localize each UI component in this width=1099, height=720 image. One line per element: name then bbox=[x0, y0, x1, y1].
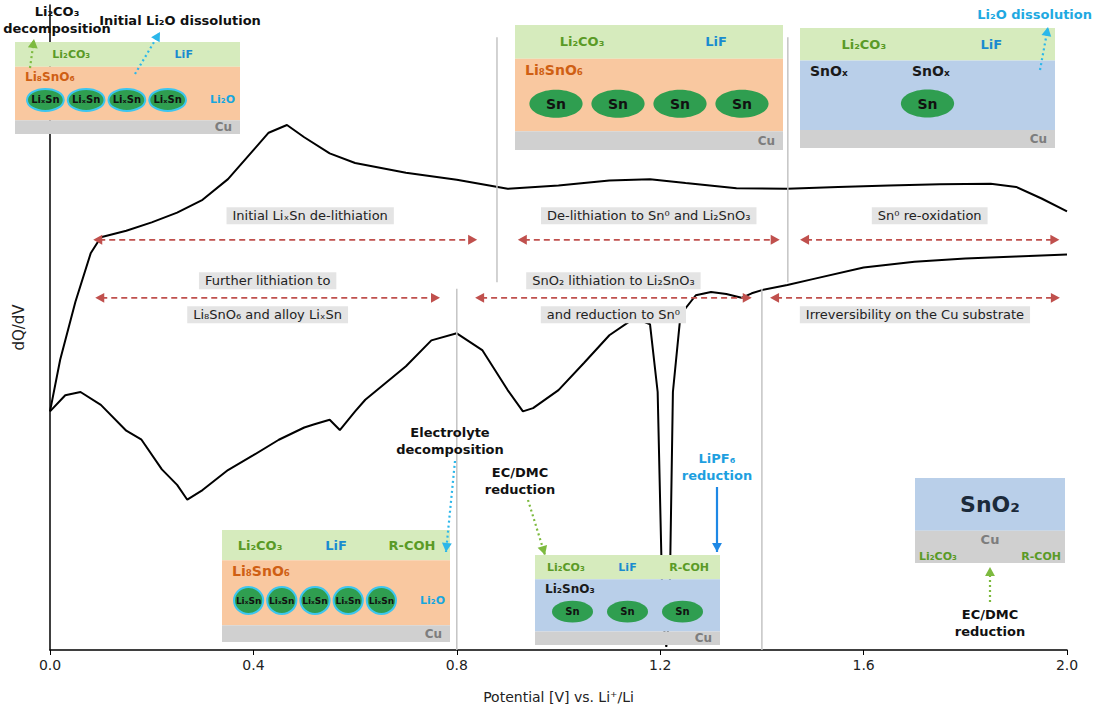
svg-text:Sn: Sn bbox=[620, 606, 634, 617]
svg-text:SnOₓ: SnOₓ bbox=[810, 63, 848, 79]
svg-text:dQ/dV: dQ/dV bbox=[10, 304, 28, 351]
svg-text:EC/DMC: EC/DMC bbox=[492, 465, 548, 480]
svg-text:Li₂CO₃: Li₂CO₃ bbox=[238, 538, 283, 553]
svg-text:Li₂CO₃: Li₂CO₃ bbox=[52, 48, 90, 61]
svg-text:Electrolyte: Electrolyte bbox=[410, 425, 490, 440]
svg-text:Further lithiation to: Further lithiation to bbox=[205, 273, 330, 288]
svg-text:and reduction to Sn⁰: and reduction to Sn⁰ bbox=[547, 307, 680, 322]
svg-text:Li₂CO₃: Li₂CO₃ bbox=[35, 4, 80, 19]
svg-text:Cu: Cu bbox=[981, 532, 1000, 547]
svg-text:Li₂CO₃: Li₂CO₃ bbox=[560, 34, 605, 49]
svg-text:Li₈SnO₆: Li₈SnO₆ bbox=[25, 70, 75, 84]
svg-text:2.0: 2.0 bbox=[1056, 657, 1078, 673]
svg-text:0.0: 0.0 bbox=[39, 657, 61, 673]
svg-text:LiₓSn: LiₓSn bbox=[31, 94, 59, 105]
svg-text:EC/DMC: EC/DMC bbox=[962, 607, 1018, 622]
svg-text:Sn: Sn bbox=[608, 96, 628, 112]
svg-text:Sn⁰ re-oxidation: Sn⁰ re-oxidation bbox=[878, 208, 982, 223]
svg-text:Li₂O: Li₂O bbox=[210, 93, 235, 106]
svg-text:R-COH: R-COH bbox=[669, 561, 709, 574]
svg-text:LiF: LiF bbox=[980, 37, 1002, 52]
svg-text:Cu: Cu bbox=[1030, 132, 1047, 146]
svg-text:LiₓSn: LiₓSn bbox=[369, 596, 394, 606]
svg-text:Li₂CO₃: Li₂CO₃ bbox=[841, 37, 886, 52]
svg-text:Irreversibility on the Cu subs: Irreversibility on the Cu substrate bbox=[806, 307, 1024, 322]
svg-text:Cu: Cu bbox=[758, 134, 775, 148]
svg-text:De-lithiation to Sn⁰ and Li₂Sn: De-lithiation to Sn⁰ and Li₂SnO₃ bbox=[547, 208, 750, 223]
svg-text:R-COH: R-COH bbox=[389, 538, 436, 553]
svg-text:Potential [V] vs. Li⁺/Li: Potential [V] vs. Li⁺/Li bbox=[483, 689, 634, 705]
svg-text:Li₂O: Li₂O bbox=[420, 594, 445, 607]
svg-text:Li₈SnO₆ and alloy LiₓSn: Li₈SnO₆ and alloy LiₓSn bbox=[193, 307, 342, 322]
svg-text:Li₈SnO₆: Li₈SnO₆ bbox=[525, 62, 583, 78]
svg-text:reduction: reduction bbox=[955, 624, 1025, 639]
svg-text:1.6: 1.6 bbox=[852, 657, 874, 673]
svg-text:Cu: Cu bbox=[695, 631, 712, 645]
svg-text:Sn: Sn bbox=[675, 606, 689, 617]
svg-text:0.8: 0.8 bbox=[446, 657, 468, 673]
svg-text:Sn: Sn bbox=[546, 96, 566, 112]
svg-text:Cu: Cu bbox=[215, 120, 232, 134]
svg-text:SnO₂: SnO₂ bbox=[960, 492, 1020, 517]
svg-text:0.4: 0.4 bbox=[242, 657, 264, 673]
svg-text:LiF: LiF bbox=[705, 34, 727, 49]
svg-text:LiₓSn: LiₓSn bbox=[113, 94, 141, 105]
svg-text:Initial Li₂O dissolution: Initial Li₂O dissolution bbox=[99, 13, 261, 28]
svg-text:Initial LiₓSn de-lithiation: Initial LiₓSn de-lithiation bbox=[233, 208, 388, 223]
svg-text:LiF: LiF bbox=[618, 561, 636, 574]
svg-text:decomposition: decomposition bbox=[3, 21, 111, 36]
svg-text:R-COH: R-COH bbox=[1021, 550, 1061, 563]
svg-text:reduction: reduction bbox=[485, 482, 555, 497]
svg-text:Sn: Sn bbox=[917, 96, 937, 112]
svg-text:LiₓSn: LiₓSn bbox=[302, 596, 327, 606]
svg-text:1.2: 1.2 bbox=[649, 657, 671, 673]
svg-text:Sn: Sn bbox=[565, 606, 579, 617]
svg-text:LiₓSn: LiₓSn bbox=[236, 596, 261, 606]
svg-text:LiₓSn: LiₓSn bbox=[72, 94, 100, 105]
svg-text:Li₈SnO₆: Li₈SnO₆ bbox=[232, 563, 290, 579]
svg-text:LiF: LiF bbox=[325, 538, 347, 553]
svg-text:decomposition: decomposition bbox=[396, 442, 504, 457]
svg-text:Li₂O dissolution: Li₂O dissolution bbox=[977, 7, 1092, 22]
svg-text:Sn: Sn bbox=[732, 96, 752, 112]
svg-text:reduction: reduction bbox=[682, 468, 752, 483]
svg-text:LiₓSn: LiₓSn bbox=[269, 596, 294, 606]
svg-text:Li₂SnO₃: Li₂SnO₃ bbox=[545, 582, 595, 596]
svg-text:LiₓSn: LiₓSn bbox=[335, 596, 360, 606]
svg-text:Li₂CO₃: Li₂CO₃ bbox=[919, 550, 957, 563]
svg-text:Li₂CO₃: Li₂CO₃ bbox=[547, 561, 585, 574]
svg-text:SnO₂ lithiation to Li₂SnO₃: SnO₂ lithiation to Li₂SnO₃ bbox=[532, 273, 694, 288]
svg-text:LiF: LiF bbox=[175, 48, 193, 61]
svg-text:LiPF₆: LiPF₆ bbox=[699, 451, 736, 466]
svg-text:LiₓSn: LiₓSn bbox=[154, 94, 182, 105]
svg-text:Cu: Cu bbox=[425, 627, 442, 641]
svg-text:Sn: Sn bbox=[670, 96, 690, 112]
svg-text:SnOₓ: SnOₓ bbox=[912, 63, 950, 79]
